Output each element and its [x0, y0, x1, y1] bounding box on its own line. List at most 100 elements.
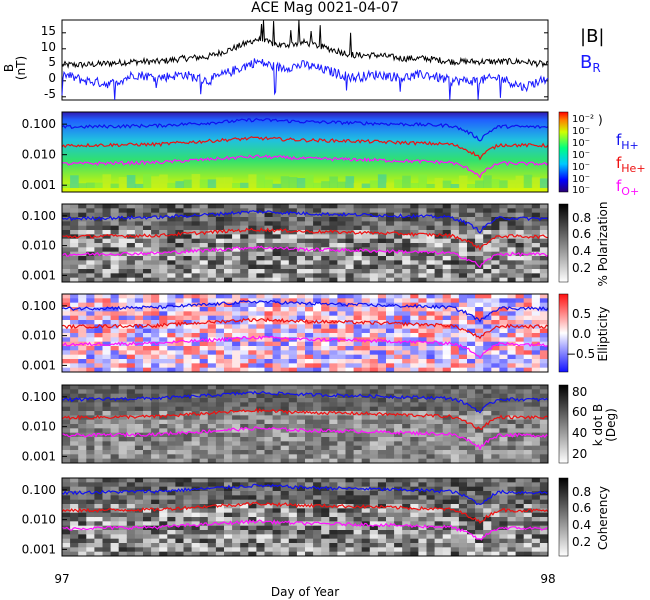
ellipticity-cell — [232, 298, 241, 304]
coherency-cell — [523, 504, 533, 509]
ellipticity-cell — [70, 320, 79, 325]
kdotb-cell — [134, 393, 144, 399]
polarization-cell — [167, 212, 176, 218]
kdotb-cell — [369, 385, 379, 390]
ellipticity-cell — [426, 346, 436, 351]
polarization-cell — [224, 208, 233, 214]
polarization-cell — [94, 243, 103, 248]
coherency-cell — [442, 478, 452, 483]
kdotb-cell — [515, 385, 525, 390]
kdotb-cell — [402, 424, 411, 429]
coherency-cell — [70, 478, 79, 483]
ellipticity-cell — [264, 328, 274, 334]
coherency-cell — [280, 538, 290, 544]
kdotb-cell — [539, 458, 549, 464]
coherency-cell — [539, 551, 549, 557]
polarization-cell — [475, 243, 484, 248]
kdotb-cell — [110, 424, 120, 429]
kdotb-cell — [483, 441, 492, 447]
polarization-cell — [337, 208, 346, 214]
polarization-cell — [313, 269, 322, 274]
polarization-cell — [280, 243, 290, 248]
kdotb-cell — [126, 385, 136, 390]
kdotb-cell — [296, 411, 306, 416]
polarization-cell — [151, 217, 160, 222]
kdotb-cell — [183, 398, 193, 403]
kdotb-cell — [248, 389, 257, 395]
kdotb-cell — [143, 424, 152, 429]
coherency-cell — [418, 517, 427, 522]
kdotb-cell — [86, 428, 95, 434]
kdotb-cell — [321, 441, 330, 447]
ellipticity-cell — [272, 302, 282, 308]
polarization-cell — [515, 212, 525, 218]
coherency-cell — [361, 491, 371, 496]
coherency-cell — [313, 499, 322, 505]
kdotb-cell — [483, 454, 492, 460]
ellipticity-cell — [110, 315, 120, 321]
kdotb-cell — [118, 441, 128, 447]
polarization-cell — [386, 264, 395, 270]
polarization-cell — [507, 238, 517, 244]
power-cell — [450, 183, 460, 188]
coherency-cell — [232, 512, 241, 518]
ellipticity-cell — [377, 363, 387, 369]
coherency-cell — [296, 534, 306, 540]
polarization-cell — [402, 217, 411, 222]
ellipticity-cell — [491, 333, 500, 338]
polarization-cell — [402, 230, 411, 235]
coherency-cell — [110, 525, 120, 531]
polarization-cell — [499, 277, 508, 283]
ellipticity-cell — [499, 311, 508, 317]
polarization-cell — [329, 217, 338, 222]
ellipticity-cell — [402, 337, 411, 343]
coherency-cell — [305, 525, 314, 531]
ellipticity-cell — [167, 307, 176, 312]
polarization-cell — [329, 269, 338, 274]
polarization-cell — [337, 225, 346, 231]
coherency-cell — [475, 551, 484, 557]
ellipticity-cell — [94, 367, 103, 373]
kdotb-cell — [491, 406, 500, 412]
polarization-cell — [134, 208, 144, 214]
kdotb-cell — [199, 432, 209, 438]
polarization-cell — [296, 221, 306, 227]
polarization-cell — [215, 269, 225, 274]
ellipticity-cell — [232, 359, 241, 364]
polarization-cell — [369, 256, 379, 261]
ellipticity-cell — [475, 341, 484, 347]
polarization-cell — [394, 234, 403, 240]
ellipticity-cell — [224, 294, 233, 299]
ellipticity-cell — [483, 333, 492, 338]
power-gyro-line-h — [61, 117, 549, 142]
coherency-cell — [224, 538, 233, 544]
polarization-cell — [264, 238, 274, 244]
coherency-cell — [296, 504, 306, 509]
coherency-cell — [410, 482, 419, 488]
polarization-cell — [345, 212, 355, 218]
ellipticity-cell — [434, 346, 444, 351]
coherency-cell — [191, 530, 201, 535]
coherency-cell — [531, 504, 541, 509]
kdotb-cell — [377, 445, 387, 451]
ellipticity-cell — [410, 367, 419, 373]
kdotb-cell — [86, 445, 95, 451]
ellipticity-cell — [531, 337, 541, 343]
kdotb-cell — [467, 411, 476, 416]
kdotb-cell — [86, 385, 95, 390]
ellipticity-cell — [507, 359, 517, 364]
coherency-cell — [183, 530, 193, 535]
polarization-cell — [467, 251, 476, 257]
ellipticity-cell — [402, 298, 411, 304]
ellipticity-cell — [110, 337, 120, 343]
ellipticity-cell — [515, 341, 525, 347]
polarization-cell — [426, 243, 436, 248]
polarization-cell — [337, 264, 346, 270]
polarization-cell — [94, 230, 103, 235]
ellipticity-cell — [450, 302, 460, 308]
kdotb-cell — [70, 424, 79, 429]
coherency-cell — [531, 551, 541, 557]
ellipticity-cell — [215, 367, 225, 373]
coherency-cell — [321, 551, 330, 557]
ellipticity-cell — [337, 333, 346, 338]
